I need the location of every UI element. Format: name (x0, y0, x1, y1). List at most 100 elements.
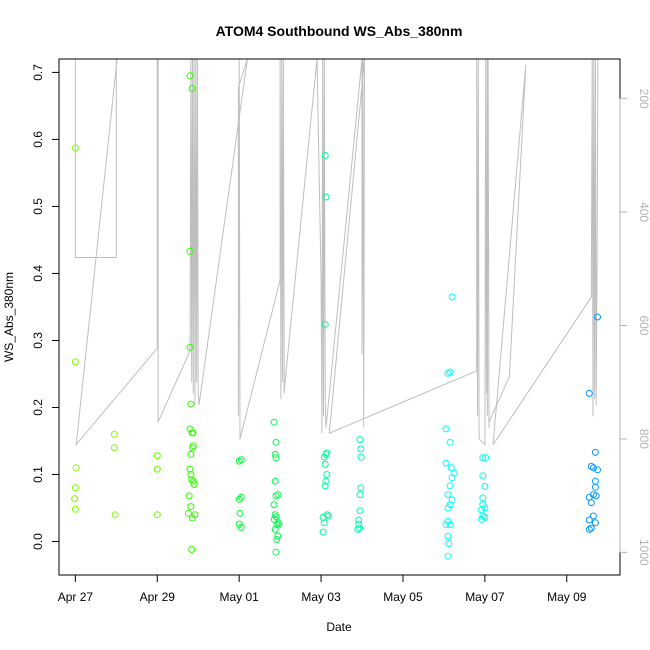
data-point (594, 466, 601, 474)
data-point (585, 389, 593, 397)
secondary-y-tick-label: 400 (637, 202, 650, 222)
series-group (110, 430, 119, 519)
x-tick-label: May 01 (219, 590, 259, 604)
data-point (357, 445, 365, 453)
data-point (446, 501, 454, 509)
data-point (110, 430, 118, 438)
secondary-y-tick-label: 1000 (637, 539, 650, 566)
data-point (356, 524, 364, 532)
data-point (321, 320, 329, 328)
y-tick-label: 0.5 (31, 198, 45, 215)
data-point (448, 496, 456, 504)
data-point (442, 459, 450, 467)
data-point (153, 452, 161, 460)
data-point (272, 438, 280, 446)
data-point (188, 85, 196, 92)
data-point (186, 72, 194, 80)
data-point (237, 456, 245, 464)
series-group (235, 456, 245, 531)
data-point (235, 495, 243, 503)
data-point (189, 444, 196, 452)
data-point (320, 453, 328, 461)
data-point (184, 509, 192, 517)
x-axis: Apr 27 Apr 29 May 01 May 03 May 05 May 07 May … (58, 574, 587, 604)
data-point (444, 552, 452, 560)
data-point (272, 548, 280, 556)
y-tick-label: 0.7 (31, 64, 45, 81)
data-point (71, 495, 79, 503)
data-point (594, 313, 601, 321)
data-point (110, 444, 118, 452)
data-point (323, 471, 331, 478)
data-point (354, 525, 362, 533)
secondary-y-tick-label: 200 (637, 89, 650, 109)
data-point (187, 503, 195, 511)
data-point (446, 521, 454, 529)
data-point (478, 515, 486, 523)
data-point (355, 516, 363, 524)
data-point (235, 457, 243, 465)
data-point (319, 528, 327, 536)
secondary-y-tick-label: 600 (637, 315, 650, 335)
data-point (111, 511, 119, 519)
data-point (445, 540, 453, 547)
data-point (187, 400, 195, 408)
data-point (274, 519, 282, 527)
data-point (272, 454, 280, 462)
data-point (187, 471, 195, 478)
data-point (274, 532, 282, 540)
data-point (357, 453, 365, 461)
y-tick-label: 0.4 (31, 265, 45, 282)
y-axis: 0.0 0.1 0.2 0.3 0.4 0.5 0.6 0.7 (31, 64, 60, 550)
data-point (71, 144, 79, 152)
series-group (442, 293, 458, 560)
series-group (354, 436, 365, 533)
series-group (184, 72, 199, 553)
data-point (186, 247, 194, 255)
data-point (237, 493, 245, 501)
data-point (189, 429, 197, 437)
chart-title: ATOM4 Southbound WS_Abs_380nm (216, 23, 463, 39)
data-point (186, 343, 194, 351)
x-tick-label: Apr 29 (140, 590, 176, 604)
data-point (271, 450, 279, 458)
data-point (271, 477, 279, 485)
data-point (320, 519, 328, 527)
altitude-track-line (74, 59, 599, 447)
data-point (271, 525, 279, 533)
data-point (447, 464, 455, 472)
data-point (190, 481, 198, 488)
data-point (446, 438, 454, 446)
data-point (442, 521, 450, 529)
data-point (71, 484, 79, 492)
series-group (319, 152, 332, 536)
x-tick-label: May 09 (547, 590, 587, 604)
y-axis-label: WS_Abs_380nm (2, 272, 16, 362)
data-point (275, 520, 283, 528)
data-point (153, 511, 161, 519)
data-point (482, 454, 490, 462)
data-point (591, 519, 599, 527)
y-tick-label: 0.6 (31, 131, 45, 148)
series-group (478, 454, 490, 523)
data-point (592, 492, 600, 500)
data-point (356, 436, 364, 444)
data-point (321, 460, 329, 468)
data-point (189, 477, 197, 485)
y-tick-label: 0.1 (31, 466, 45, 483)
data-point (273, 536, 281, 543)
data-point (444, 532, 452, 540)
data-point (187, 450, 195, 458)
data-point (587, 524, 595, 532)
data-point (448, 293, 456, 301)
data-point (188, 546, 196, 553)
data-point (321, 482, 329, 490)
series-group (71, 144, 80, 513)
data-point (589, 464, 597, 472)
data-point (589, 512, 597, 520)
data-points-layer (71, 72, 601, 560)
data-point (357, 484, 365, 492)
data-point (270, 501, 278, 509)
x-axis-label: Date (326, 620, 352, 634)
